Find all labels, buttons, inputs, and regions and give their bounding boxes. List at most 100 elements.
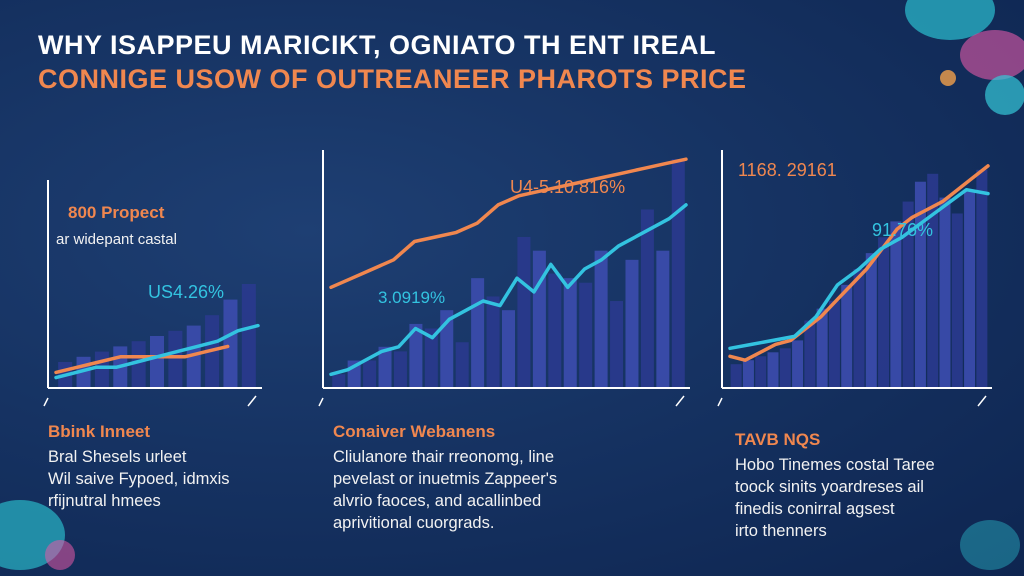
bar [186,325,201,388]
chart-annotation: US4.26% [148,282,224,302]
series-line-cyan [54,323,260,380]
tick-mark [43,397,49,407]
bar [671,159,685,388]
bar [440,310,454,388]
bar [828,300,840,388]
panel-1-text: Bbink Inneet Bral Shesels urleet Wil sai… [48,422,230,512]
bar [168,330,183,388]
bar [424,328,438,388]
panel-2-heading: Conaiver Webanens [333,422,496,441]
panel-3-line: finedis conirral agsest [735,500,895,518]
bar [548,273,562,388]
bar [656,250,670,388]
bar [927,173,939,388]
panel-1-heading: Bbink Inneet [48,422,151,441]
series-line-orange [329,157,688,290]
chart-panel-1: 800 Propect ar widepant castal US4.26% [43,180,262,407]
chart-panel-2: U4-5.10.816% 3.0919% [318,150,690,407]
title-line-1: WHY ISAPPEU MARICIKT, OGNIATO TH ENT IRE… [38,30,717,60]
bar [241,284,256,388]
bar [471,278,485,388]
series-line-cyan [728,187,990,351]
bar [223,299,238,388]
bar [532,250,546,388]
series-line-orange [54,344,230,375]
bar [131,341,146,388]
bar [939,197,951,388]
bar [914,181,926,388]
paint-splash-top-right-2 [960,30,1024,80]
bar [878,237,890,388]
chart-annotation: ar widepant castal [56,231,177,248]
paint-splash-bottom-left-2 [45,540,75,570]
panel-3-heading: TAVB NQS [735,430,821,449]
chart-panel-3: 1168. 29161 91.76% [717,150,992,407]
bar [594,250,608,388]
bar [841,284,853,388]
bar [517,236,531,388]
bar [332,374,346,388]
bar [792,340,804,388]
bar [816,308,828,388]
series-line-cyan [329,203,688,377]
tick-mark [675,395,685,407]
chart-annotation: 91.76% [872,220,933,240]
bar [767,352,779,388]
panel-2-line: pevelast or inuetmis Zappeer's [333,470,558,488]
chart-annotation: 3.0919% [378,288,445,307]
bar [853,269,865,388]
bar [455,342,469,388]
bar [363,360,377,388]
chart-annotation: 800 Propect [68,203,165,222]
panel-1-line: Wil saive Fypoed, idmxis [48,470,230,488]
bar [378,346,392,388]
bar [393,351,407,388]
tick-mark [318,397,324,407]
bar [742,360,754,388]
bar [964,189,976,388]
bar [502,310,515,388]
bar [755,356,767,388]
panel-2-text: Conaiver Webanens Cliulanore thair rreon… [333,422,557,534]
bar [976,169,988,388]
title-line-2: CONNIGE USOW OF OUTREANEER PHAROTS PRICE [38,64,747,94]
tick-mark [717,397,723,407]
panel-3-line: toock sinits yoardreses ail [735,478,924,496]
tick-mark [247,395,257,407]
paint-splash-top-right-4 [940,70,956,86]
bar [94,351,109,388]
chart-annotation: U4-5.10.816% [510,177,625,197]
bar [730,364,742,388]
panel-2-line: Cliulanore thair rreonomg, line [333,448,555,466]
paint-splash-top-right-3 [985,75,1024,115]
bar [865,253,877,388]
bar [779,348,791,388]
panel-1-line: rfijnutral hmees [48,492,161,510]
panel-3-text: TAVB NQS Hobo Tinemes costal Taree toock… [735,430,935,542]
bar [579,282,593,388]
bar [890,221,902,388]
bar [640,209,654,388]
panel-1-body: Bral Shesels urleet Wil saive Fypoed, id… [48,446,230,512]
bar [610,301,624,388]
panel-3-body: Hobo Tinemes costal Taree toock sinits y… [735,454,935,542]
bar [951,213,963,388]
series-line-orange [728,164,990,362]
panel-2-line: aprivitional cuorgrads. [333,514,495,532]
bar [150,336,164,388]
bar [563,278,577,388]
panel-3-line: irto thenners [735,522,827,540]
bar [625,259,639,388]
bar [804,320,816,388]
panel-3-line: Hobo Tinemes costal Taree [735,456,935,474]
panel-2-body: Cliulanore thair rreonomg, line pevelast… [333,446,557,534]
panel-1-line: Bral Shesels urleet [48,448,187,466]
tick-mark [977,395,987,407]
panel-2-line: alvrio faoces, and acallinbed [333,492,542,510]
bar [409,323,423,388]
bar [486,296,500,388]
paint-splash-bottom-right-1 [960,520,1020,570]
bar [902,201,914,388]
chart-annotation: 1168. 29161 [738,160,837,180]
